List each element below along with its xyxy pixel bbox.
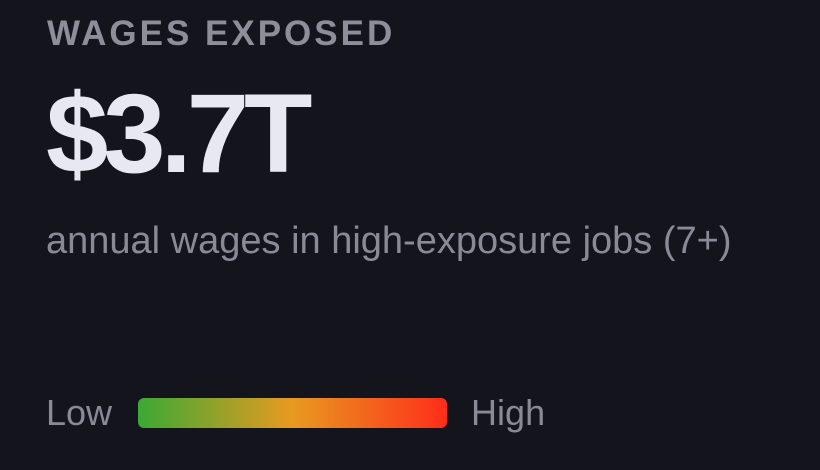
legend-high-label: High <box>471 392 546 433</box>
stat-label: WAGES EXPOSED <box>47 14 396 53</box>
stat-description: annual wages in high-exposure jobs (7+) <box>46 220 732 262</box>
legend-gradient-bar <box>138 398 448 428</box>
legend-low-label: Low <box>46 392 113 433</box>
stat-value: $3.7T <box>46 71 312 196</box>
exposure-legend: Low High <box>46 392 545 434</box>
